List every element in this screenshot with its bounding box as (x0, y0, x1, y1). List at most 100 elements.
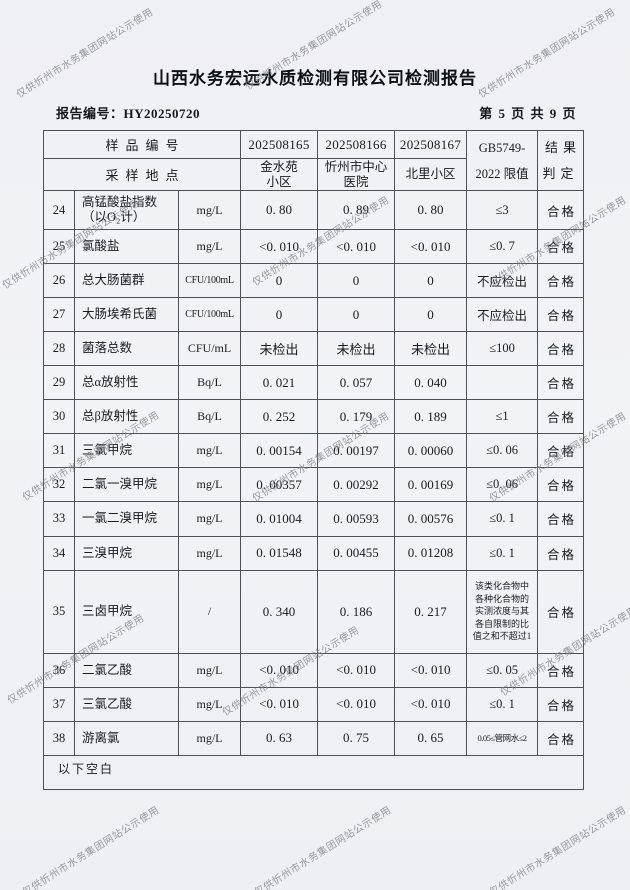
value-cell: 0. 00060 (394, 433, 468, 469)
result-cell: 合格 (537, 189, 585, 231)
row-number-cell: 25 (43, 229, 75, 265)
table-row: 25 氯酸盐 mg/L <0. 010 <0. 010 <0. 010 ≤0. 7 合格 (43, 229, 585, 265)
report-meta: 报告编号：HY20250720 第 5 页 共 9 页 (56, 103, 577, 122)
result-cell: 合格 (537, 229, 585, 265)
parameter-cell: 三卤甲烷 (74, 569, 179, 654)
row-number-cell: 34 (43, 535, 75, 571)
watermark-text: 仅供忻州市水务集团网站公示使用 (252, 804, 394, 890)
limit-cell: ≤0. 1 (466, 501, 539, 537)
location-1: 金水苑 小区 (240, 158, 319, 191)
table-row: 30 总β放射性 Bq/L 0. 252 0. 179 0. 189 ≤1 合格 (43, 399, 585, 435)
row-number-cell: 24 (43, 189, 75, 231)
result-cell: 合格 (537, 501, 585, 537)
parameter-cell: 三氯甲烷 (74, 433, 179, 469)
unit-cell: Bq/L (177, 399, 242, 435)
result-cell: 合格 (537, 297, 585, 333)
location-2: 忻州市中心 医院 (317, 158, 396, 191)
value-cell: 0. 040 (394, 365, 468, 401)
value-cell: 0. 00593 (317, 501, 396, 537)
parameter-cell: 三氯乙酸 (74, 686, 179, 722)
value-cell: 0 (240, 263, 319, 299)
value-cell: 0. 00576 (394, 501, 468, 537)
table-row: 28 菌落总数 CFU/mL 未检出 未检出 未检出 ≤100 合格 (43, 331, 585, 367)
parameter-cell: 总大肠菌群 (74, 263, 179, 299)
unit-cell: Bq/L (177, 365, 242, 401)
table-row: 32 二氯一溴甲烷 mg/L 0. 00357 0. 00292 0. 00169 ≤0. … (43, 467, 585, 503)
parameter-cell: 一氯二溴甲烷 (74, 501, 179, 537)
value-cell: 0. 057 (317, 365, 396, 401)
limit-cell: ≤1 (466, 399, 539, 435)
parameter-cell: 二氯一溴甲烷 (74, 467, 179, 503)
value-cell: <0. 010 (240, 652, 319, 688)
value-cell: 0. 217 (394, 569, 468, 654)
value-cell: 0. 75 (317, 720, 396, 756)
table-row: 35 三卤甲烷/0. 340 0. 186 0. 217 该类化合物中 各种化合物的 实… (43, 569, 585, 654)
result-cell: 合格 (537, 467, 585, 503)
parameter-cell: 总β放射性 (74, 399, 179, 435)
row-number-cell: 26 (43, 263, 75, 299)
unit-cell: CFU/100mL (177, 263, 242, 299)
limit-cell: ≤0. 1 (466, 686, 539, 722)
limit-cell (466, 365, 539, 401)
report-number-label: 报告编号： (56, 106, 124, 121)
parameter-cell: 大肠埃希氏菌 (74, 297, 179, 333)
value-cell: 未检出 (317, 331, 396, 367)
value-cell: <0. 010 (394, 652, 468, 688)
limit-cell: ≤0. 06 (466, 433, 539, 469)
report-number-value: HY20250720 (123, 106, 201, 121)
unit-cell: CFU/100mL (177, 297, 242, 333)
value-cell: 0. 189 (394, 399, 468, 435)
table-row: 33 一氯二溴甲烷 mg/L 0. 01004 0. 00593 0. 00576 ≤0. … (43, 501, 585, 537)
limit-cell: 不应检出 (466, 263, 539, 299)
table-row: 36 二氯乙酸 mg/L <0. 010 <0. 010 <0. 010 ≤0. 05 合格 (43, 652, 585, 688)
value-cell: <0. 010 (394, 229, 468, 265)
sample-no-2: 202508166 (317, 130, 396, 159)
table-row: 27 大肠埃希氏菌 CFU/100mL 0 0 0 不应检出 合格 (43, 297, 585, 333)
value-cell: 0. 65 (394, 720, 468, 756)
value-cell: 0 (240, 297, 319, 333)
value-cell: 0. 89 (317, 189, 396, 231)
unit-cell: mg/L (177, 535, 242, 571)
value-cell: <0. 010 (317, 652, 396, 688)
row-number-cell: 38 (43, 720, 75, 756)
limit-cell: ≤0. 7 (466, 229, 539, 265)
unit-cell: / (177, 569, 242, 654)
value-cell: 0. 179 (317, 399, 396, 435)
limit-cell: ≤3 (466, 189, 539, 231)
value-cell: 0 (394, 297, 468, 333)
header-row-location: 采样地点 金水苑 小区 忻州市中心 医院 北里小区 (42, 158, 584, 191)
result-cell: 合格 (537, 535, 585, 571)
unit-cell: mg/L (177, 467, 242, 503)
result-cell: 合格 (537, 652, 585, 688)
limit-cell: 不应检出 (466, 297, 539, 333)
value-cell: <0. 010 (317, 686, 396, 722)
results-tbody: 24 高锰酸盐指数 （以O₂计） mg/L 0. 80 0. 89 0. 80 ≤3 合格 25… (42, 189, 585, 791)
row-number-cell: 35 (43, 569, 75, 654)
result-cell: 合格 (537, 399, 585, 435)
page-indicator: 第 5 页 共 9 页 (479, 106, 577, 121)
limit-cell: ≤0. 05 (466, 652, 539, 688)
parameter-cell: 游离氯 (74, 720, 179, 756)
table-row: 29 总α放射性 Bq/L 0. 021 0. 057 0. 040 合格 (43, 365, 585, 401)
result-cell: 合格 (537, 720, 585, 756)
result-cell: 合格 (537, 569, 585, 654)
sample-no-1: 202508165 (240, 130, 319, 159)
value-cell: 0. 00292 (317, 467, 396, 503)
sample-no-3: 202508167 (394, 130, 468, 159)
parameter-cell: 菌落总数 (74, 331, 179, 367)
report-title: 山西水务宏远水质检测有限公司检测报告 (153, 69, 477, 88)
value-cell: 0. 01004 (240, 501, 319, 537)
table-row: 31 三氯甲烷 mg/L 0. 00154 0. 00197 0. 00060 ≤0. 06… (43, 433, 585, 469)
value-cell: 0. 00197 (317, 433, 396, 469)
value-cell: 0. 80 (240, 189, 319, 231)
value-cell: <0. 010 (240, 229, 319, 265)
value-cell: 0 (317, 297, 396, 333)
row-number-cell: 28 (43, 331, 75, 367)
watermark-text: 仅供忻州市水务集团网站公示使用 (20, 804, 162, 890)
unit-cell: mg/L (177, 652, 242, 688)
value-cell: 0. 021 (240, 365, 319, 401)
blank-area-row: 以下空白 (42, 754, 585, 791)
value-cell: <0. 010 (317, 229, 396, 265)
